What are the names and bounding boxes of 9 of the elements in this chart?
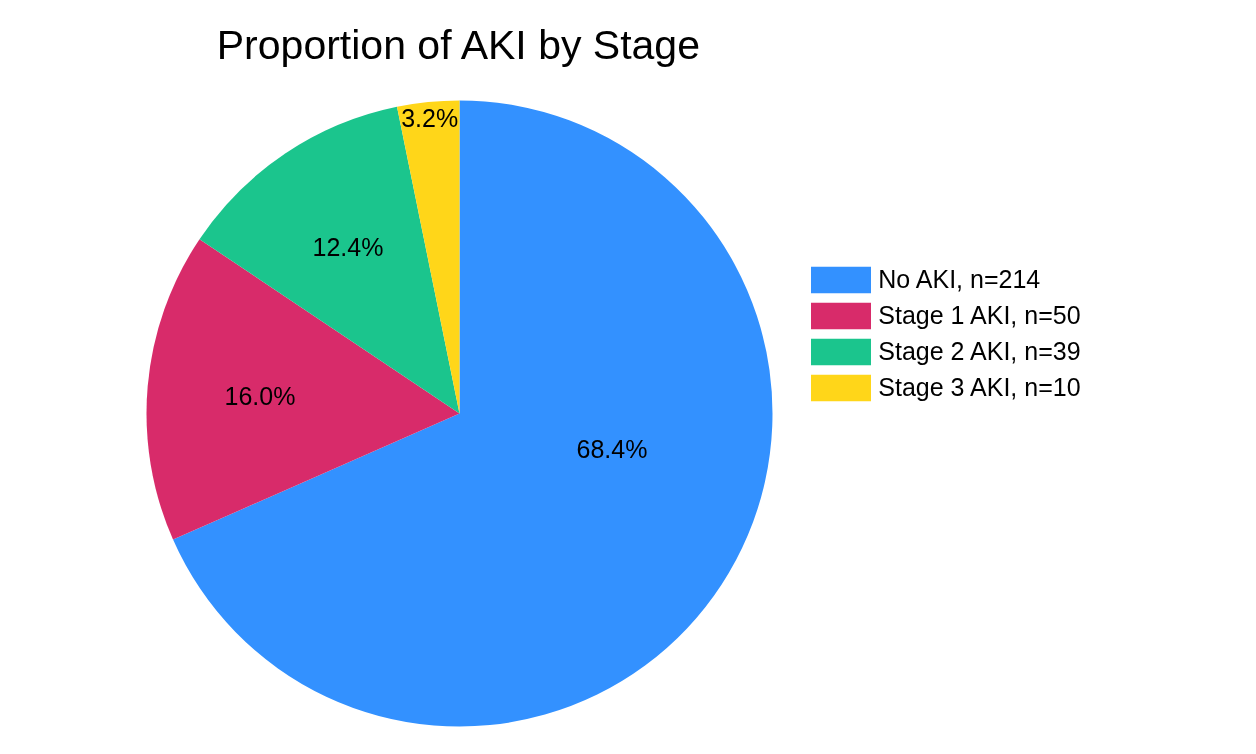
data-label: 3.2% [401, 103, 459, 132]
legend-label: Stage 3 AKI, n=10 [878, 371, 1081, 403]
data-label: 12.4% [312, 233, 384, 262]
chart-title: Proportion of AKI by Stage [216, 21, 700, 68]
data-label: 16.0% [224, 381, 296, 410]
legend-label: Stage 2 AKI, n=39 [878, 335, 1081, 367]
data-label: 68.4% [576, 434, 648, 463]
legend-label: No AKI, n=214 [878, 263, 1041, 295]
legend-label: Stage 1 AKI, n=50 [878, 299, 1081, 331]
